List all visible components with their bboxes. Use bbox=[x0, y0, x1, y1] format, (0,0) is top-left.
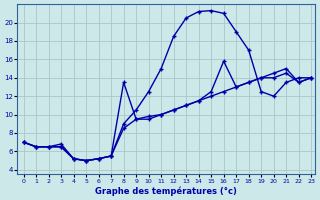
X-axis label: Graphe des températures (°c): Graphe des températures (°c) bbox=[95, 186, 237, 196]
